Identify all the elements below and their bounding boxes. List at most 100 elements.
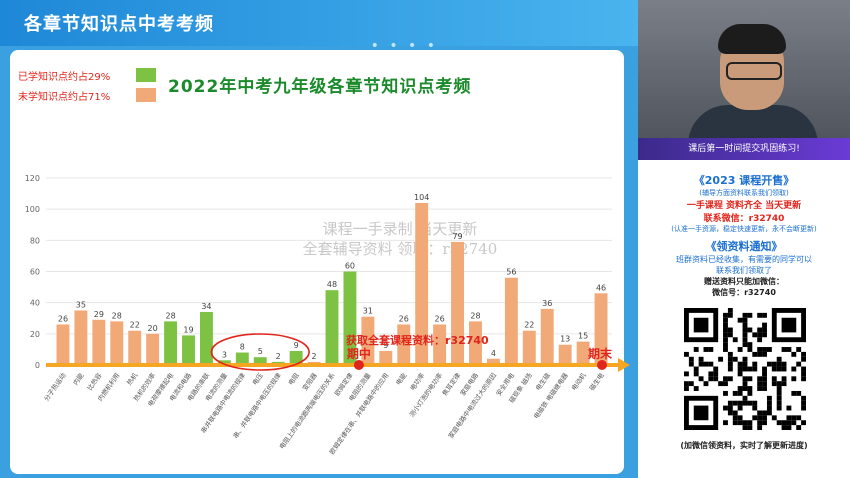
notice-line-4: 微信号：r32740 [712, 288, 776, 297]
data-label: 60 [345, 262, 355, 271]
data-label: 79 [452, 232, 462, 241]
chart-title: 2022年中考九年级各章节知识点考频 [168, 77, 472, 97]
data-label: 48 [327, 280, 337, 289]
bar [361, 316, 375, 365]
y-tick-label: 20 [30, 330, 40, 339]
data-label: 13 [560, 335, 570, 344]
data-label: 36 [542, 299, 552, 308]
bar [486, 358, 500, 365]
legend-swatch-unlearned [136, 88, 156, 102]
notice-line-1: 班群资料已经收集，有需要的同学可以 [676, 255, 812, 264]
midterm-label: 期中 [347, 346, 371, 361]
x-tick-label: 测小灯泡的电功率 [407, 371, 444, 419]
x-tick-label: 电磁铁 电磁继电器 [531, 371, 570, 421]
data-label: 31 [363, 307, 373, 316]
bar [92, 319, 106, 365]
data-label: 26 [435, 314, 445, 323]
notice-title: 《领资料通知》 [705, 240, 783, 253]
data-label: 26 [58, 314, 68, 323]
bar [451, 241, 465, 365]
highlight-circle [210, 333, 310, 371]
promo-title: 《2023 课程开售》 [693, 174, 795, 187]
data-label: 22 [130, 321, 140, 330]
data-label: 56 [506, 268, 516, 277]
legend-label-unlearned: 未学知识点约占71% [18, 91, 111, 103]
x-tick-label: 内能 [71, 371, 86, 387]
final-marker [597, 360, 607, 370]
data-label: 2 [276, 352, 281, 361]
promo-line-c: (认准一手资源，稳定快速更新，永不会断更新) [671, 225, 817, 233]
bar [253, 357, 267, 365]
legend-item-unlearned: 未学知识点约占71% [18, 86, 156, 104]
bar [594, 293, 608, 365]
data-label: 3 [222, 350, 227, 359]
bar [164, 321, 178, 365]
bottom-note: (加微信领资料，实时了解更新进度) [680, 441, 808, 450]
legend-swatch-learned [136, 68, 156, 82]
arrow-head-icon [618, 358, 630, 372]
y-tick-label: 100 [25, 205, 40, 214]
watermark-line-2: 全套辅导资料 领取：r32740 [303, 240, 498, 258]
y-tick-label: 40 [30, 299, 40, 308]
teacher-video: 课后第一时间提交巩固练习! [638, 0, 850, 160]
bar [576, 341, 590, 365]
final-label: 期末 [588, 346, 613, 361]
data-label: 5 [258, 347, 263, 356]
data-label: 4 [491, 349, 496, 358]
bar [182, 335, 195, 365]
data-label: 9 [383, 341, 388, 350]
bar [56, 324, 70, 365]
data-label: 15 [578, 332, 588, 341]
slide-title: 各章节知识点中考考频 [24, 14, 214, 35]
data-label: 34 [201, 302, 211, 311]
x-tick-label: 比热容 [85, 371, 104, 393]
legend-item-learned: 已学知识点约占29% [18, 66, 156, 84]
data-label: 46 [596, 283, 606, 292]
promo-line-b: 联系微信：r32740 [703, 214, 785, 224]
x-tick-label: 磁生电 [587, 371, 606, 393]
slide: 各章节知识点中考考频 • • • • 已学知识点约占29% 未学知识点约占71%… [0, 0, 638, 478]
right-panel: 课后第一时间提交巩固练习! 《2023 课程开售》 (辅导方面资料联系我们领取)… [638, 0, 850, 478]
data-label: 28 [112, 311, 122, 320]
bar [343, 271, 357, 365]
x-tick-label: 分子热运动 [42, 371, 68, 403]
teacher-hair [718, 24, 786, 54]
promo-line-a: 一手课程 资料齐全 当天更新 [686, 201, 802, 211]
bar [469, 321, 482, 365]
bar [433, 324, 447, 365]
promo-subtitle: (辅导方面资料联系我们领取) [699, 189, 789, 197]
y-tick-label: 120 [25, 174, 40, 183]
slide-header: 各章节知识点中考考频 • • • • [0, 0, 638, 54]
bar [415, 202, 429, 365]
bar [235, 352, 249, 365]
bar [289, 350, 303, 365]
bar [128, 330, 142, 365]
chart-panel [10, 50, 624, 474]
x-tick-label: 热机 [125, 371, 140, 387]
data-label: 29 [94, 310, 104, 319]
watermark-line-1: 课程一手录制 当天更新 [323, 220, 478, 238]
x-tick-label: 电能 [394, 371, 409, 387]
qr-code-icon[interactable] [682, 308, 808, 430]
bar [217, 360, 231, 365]
data-label: 28 [165, 311, 175, 320]
x-tick-label: 电生磁 [533, 371, 552, 393]
data-label: 26 [399, 314, 409, 323]
bar [325, 290, 339, 365]
x-tick-label: 电压 [250, 371, 265, 387]
x-tick-label: 电阻 [286, 371, 301, 387]
y-tick-label: 0 [35, 361, 40, 370]
promo-annotation: 获取全套课程资料：r32740 [346, 333, 489, 347]
video-caption: 课后第一时间提交巩固练习! [638, 138, 850, 160]
midterm-marker [353, 360, 364, 370]
x-tick-label: 电功率 [408, 371, 427, 393]
bar [504, 277, 518, 365]
data-label: 19 [183, 325, 193, 334]
bar [379, 350, 393, 365]
data-label: 2 [312, 352, 317, 361]
promo-info: 《2023 课程开售》 (辅导方面资料联系我们领取) 一手课程 资料齐全 当天更… [638, 168, 850, 298]
bar [74, 310, 88, 365]
bar [522, 330, 536, 365]
bar [558, 344, 572, 365]
glasses-icon [726, 62, 782, 80]
